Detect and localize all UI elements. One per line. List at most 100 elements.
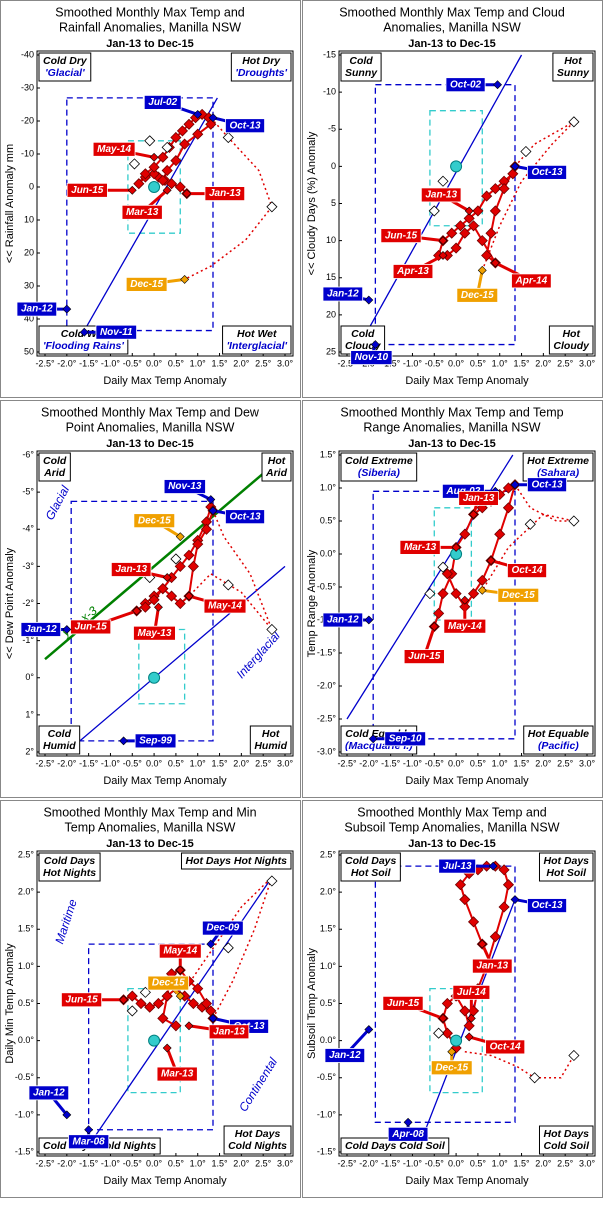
callout-point <box>510 480 520 490</box>
x-tick-label: 1.0° <box>190 758 207 768</box>
point <box>152 997 165 1010</box>
x-tick-label: 0.0° <box>448 358 465 368</box>
point <box>144 135 156 147</box>
corner-label: Cold Soil <box>543 1140 590 1152</box>
chart-title: Smoothed Monthly Max Temp and <box>357 805 547 819</box>
corner-label: Hot Wet <box>237 328 277 340</box>
point <box>176 125 189 137</box>
callout-box <box>527 898 567 913</box>
callout-point <box>208 1013 218 1023</box>
x-tick-label: 2.0° <box>233 758 250 768</box>
y-tick-label: -15 <box>323 49 336 59</box>
range-box <box>127 988 181 1094</box>
callout-box <box>225 118 265 134</box>
point <box>187 560 199 572</box>
callout-box <box>133 625 176 641</box>
chart-title: Temp Anomalies, Manilla NSW <box>65 820 236 834</box>
point <box>459 893 471 906</box>
callout-box <box>163 479 206 494</box>
y-tick-label: 0 <box>331 161 336 171</box>
point <box>133 178 145 190</box>
callout-point <box>493 80 502 90</box>
callout-box <box>225 509 265 525</box>
callout-point <box>464 1032 474 1042</box>
callout-point <box>182 189 192 199</box>
y-tick-label: 40 <box>24 313 34 323</box>
corner-label: Hot Soil <box>351 867 392 879</box>
x-tick-label: 0.5° <box>168 358 185 368</box>
corner-label: Cold Dry <box>43 55 88 67</box>
point <box>437 588 449 600</box>
point <box>183 118 195 130</box>
callout-label: Mar-08 <box>73 1136 106 1147</box>
corner-label: Sunny <box>557 67 590 79</box>
callout-box <box>445 77 486 93</box>
callout-box <box>203 598 247 614</box>
callout-label: Jul-14 <box>457 987 486 998</box>
corner-box <box>552 52 594 82</box>
callout-point <box>180 274 190 284</box>
trend-line <box>355 54 523 353</box>
y-tick-label: -2.0° <box>317 680 337 690</box>
callout-point <box>447 1047 457 1057</box>
y-tick-label: 1.0° <box>320 482 337 492</box>
chart-title: Smoothed Monthly Max Temp and Temp <box>340 405 563 419</box>
callout-label: Oct-02 <box>450 79 482 90</box>
callout-point <box>206 939 216 949</box>
corner-label: 'Flooding Rains' <box>43 340 124 352</box>
point <box>183 549 195 561</box>
callout-label: Oct-13 <box>531 167 563 178</box>
point <box>568 515 580 527</box>
y-tick-label: -30 <box>21 82 34 92</box>
point <box>157 174 169 186</box>
callout-label: May-14 <box>208 601 242 612</box>
x-tick-label: 2.0° <box>233 1158 250 1168</box>
y-tick-label: 20 <box>326 309 336 319</box>
corner-label: Cold <box>48 728 72 740</box>
x-tick-label: 0.0° <box>146 358 163 368</box>
point <box>489 931 501 943</box>
callout-box <box>28 1085 70 1101</box>
callout-point <box>488 861 498 871</box>
callout-point <box>477 939 487 949</box>
callout-box <box>121 204 163 220</box>
callout-point <box>84 1125 94 1135</box>
corner-label: Sunny <box>345 67 378 79</box>
callout-box <box>458 490 499 506</box>
x-tick-label: 0.5° <box>168 758 185 768</box>
callout-label: Jan-13 <box>476 961 508 972</box>
callout-point <box>175 965 185 975</box>
y-tick-label: 1.0° <box>320 961 337 971</box>
point <box>529 1072 541 1084</box>
callout-label: Jan-13 <box>209 188 241 199</box>
point <box>222 579 234 591</box>
x-tick-label: 3.0° <box>579 358 596 368</box>
corner-label: Humid <box>43 740 76 752</box>
callout-box <box>527 164 567 180</box>
y-tick-label: 0.0° <box>320 1035 337 1045</box>
callout-box <box>68 1134 110 1150</box>
mean-point <box>450 160 463 173</box>
y-tick-label: 2.5° <box>18 849 35 859</box>
callout-label: Jun-15 <box>387 998 420 1009</box>
callout-box <box>143 95 182 110</box>
y-tick-label: 0 <box>29 181 34 191</box>
point <box>467 916 480 928</box>
y-axis-title: Subsoil Temp Anomaly <box>306 947 318 1059</box>
y-tick-label: -3.0° <box>317 746 337 756</box>
y-tick-label: 10 <box>326 235 336 245</box>
x-tick-label: -2.5° <box>35 758 55 768</box>
point <box>481 249 493 262</box>
callout-box <box>420 187 462 203</box>
corner-box <box>548 325 594 355</box>
x-tick-label: 1.0° <box>492 758 509 768</box>
corner-label: Cold Days <box>44 855 96 867</box>
point <box>126 1005 138 1017</box>
mean-point <box>450 1034 463 1047</box>
mean-point <box>148 671 161 684</box>
y-tick-label: 30 <box>24 280 34 290</box>
callout-label: Nov-13 <box>168 481 202 492</box>
point <box>502 502 515 514</box>
